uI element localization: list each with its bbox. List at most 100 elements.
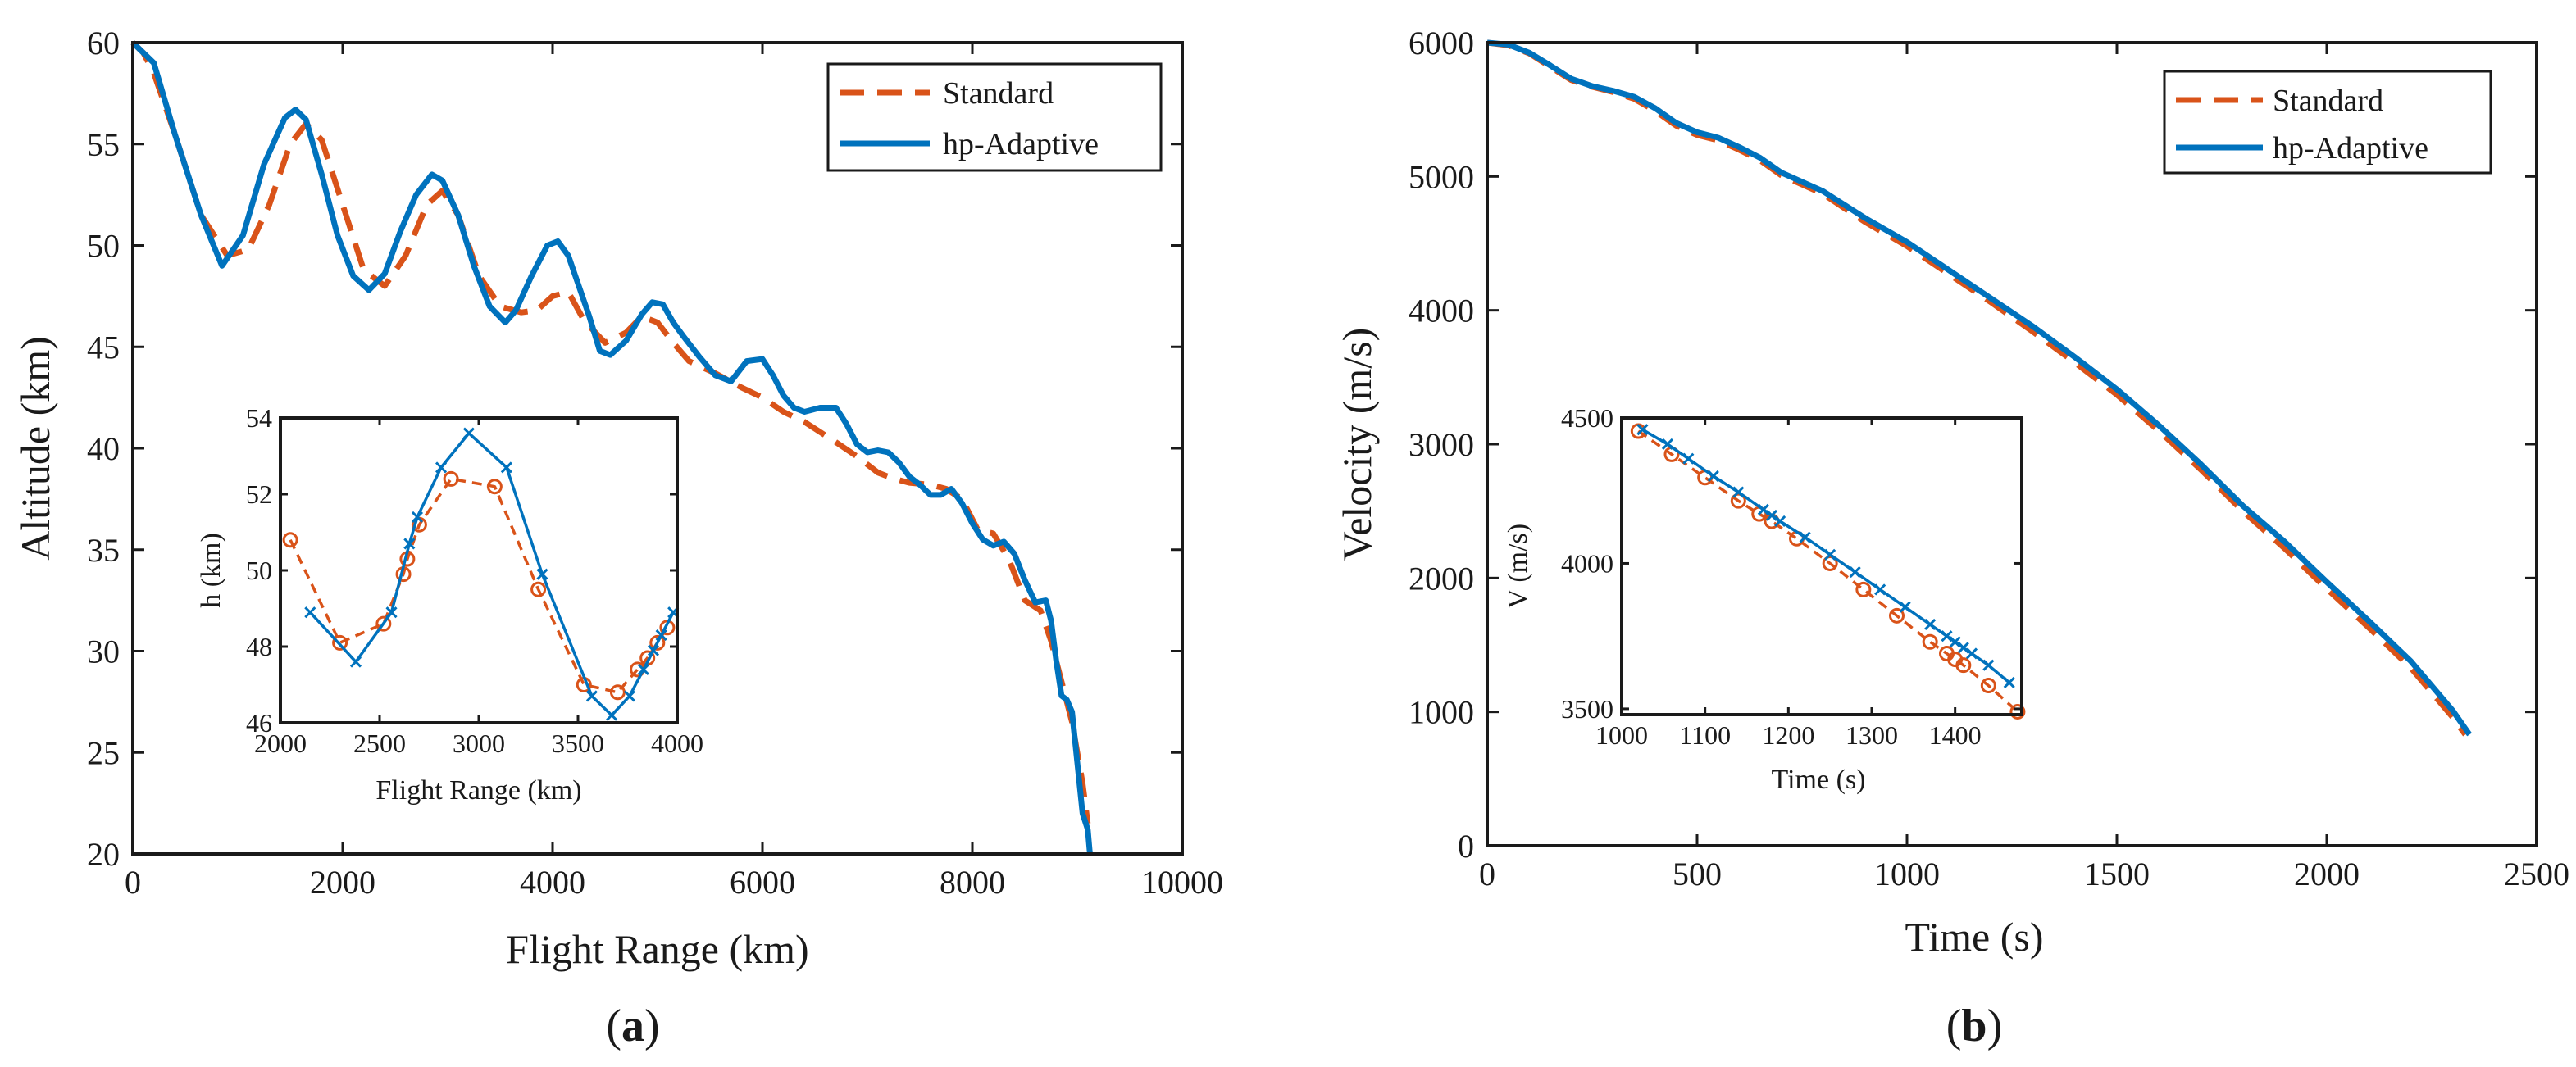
marker-stroke (1924, 618, 1937, 631)
y-tick-label: 5000 (1409, 158, 1474, 195)
x-tick-label: 1200 (1762, 720, 1814, 750)
marker-stroke (1949, 636, 1961, 648)
marker-stroke (1707, 470, 1719, 483)
legend-standard-label: Standard (2273, 84, 2383, 118)
marker-stroke (655, 629, 667, 642)
x-tick-label: 2500 (353, 729, 406, 758)
marker-stroke (637, 663, 649, 675)
y-tick-label: 4000 (1409, 293, 1474, 329)
x-tick-label: 3500 (552, 729, 604, 758)
series-standard-line (1637, 429, 2019, 713)
hp-adaptive-marker-x (1732, 486, 1745, 498)
hp-adaptive-marker-x (1636, 424, 1649, 436)
hp-adaptive-marker-x (403, 538, 416, 550)
y-tick-label: 6000 (1409, 25, 1474, 61)
y-tick-label: 45 (87, 329, 120, 366)
hp-adaptive-marker-x (1757, 503, 1769, 515)
panel-a-inset-plot (282, 427, 680, 721)
y-tick-label: 50 (246, 556, 272, 585)
hp-adaptive-marker-x (606, 709, 618, 721)
y-tick-label: 52 (246, 479, 272, 509)
panel-b-ylabel: Velocity (m/s) (1334, 328, 1380, 561)
hp-adaptive-marker-x (1707, 470, 1719, 483)
y-tick-label: 4000 (1561, 548, 1613, 578)
marker-stroke (403, 538, 416, 550)
panel-a-xlabel: Flight Range (km) (506, 926, 808, 972)
standard-marker-circle (2009, 703, 2026, 720)
hp-adaptive-marker-x (435, 461, 448, 474)
panel-a-plot (130, 40, 1093, 855)
marker-stroke (462, 427, 475, 439)
standard-marker-circle (443, 470, 459, 487)
standard-marker-circle (1822, 555, 1838, 571)
panel-a-inset-frame (279, 416, 679, 724)
legend-standard-label: Standard (943, 76, 1054, 111)
hp-adaptive-marker-x (304, 606, 316, 619)
hp-adaptive-marker-x (385, 606, 398, 619)
standard-marker-circle (649, 634, 666, 651)
standard-marker-circle (486, 479, 503, 495)
panel-a-caption-letter: a (621, 1001, 644, 1051)
y-tick-label: 35 (87, 532, 120, 569)
hp-adaptive-marker-x (1765, 509, 1778, 521)
hp-adaptive-marker-x (1849, 566, 1861, 579)
marker-stroke (385, 606, 398, 619)
x-tick-label: 6000 (730, 864, 795, 901)
legend-box (826, 62, 1163, 172)
x-tick-label: 3000 (453, 729, 505, 758)
panel-a-ticks: 0 2000 4000 6000 8000 10000 20 25 30 35 40 45 50 55 60 (87, 25, 1223, 901)
hp-adaptive-marker-x (1682, 452, 1695, 465)
panel-a-inset-ylabel: h (km) (196, 533, 226, 608)
y-tick-label: 48 (246, 632, 272, 661)
marker-stroke (1661, 438, 1673, 451)
marker-stroke (1732, 486, 1745, 498)
marker-stroke (536, 568, 548, 580)
standard-marker-circle (375, 615, 392, 632)
panel-a-caption: (a) (606, 1001, 659, 1051)
y-tick-label: 54 (246, 403, 272, 433)
panel-b-caption-letter: b (1961, 1001, 1987, 1051)
y-tick-label: 50 (87, 228, 120, 265)
x-tick-label: 2000 (254, 729, 307, 758)
panel-b-inset: 1000 1100 1200 1300 1400 3500 4000 4500 Time (s… (1503, 403, 2026, 795)
hp-adaptive-marker-x (1874, 583, 1886, 596)
y-tick-label: 3500 (1561, 694, 1613, 724)
marker-stroke (1682, 452, 1695, 465)
y-tick-label: 40 (87, 430, 120, 467)
marker-stroke (349, 656, 362, 668)
hp-adaptive-marker-x (1661, 438, 1673, 451)
hp-adaptive-marker-x (1957, 642, 1969, 654)
panel-b-inset-border (1620, 416, 2023, 716)
y-tick-label: 46 (246, 708, 272, 738)
panel-b-inset-plot (1630, 423, 2026, 720)
panel-a-inset-xlabel: Flight Range (km) (375, 775, 581, 806)
x-tick-label: 1000 (1595, 720, 1648, 750)
panel-b-xlabel: Time (s) (1905, 914, 2043, 960)
hp-adaptive-marker-x (1774, 515, 1786, 528)
x-tick-label: 10000 (1141, 864, 1223, 901)
marker-stroke (1941, 630, 1953, 642)
marker-stroke (1799, 531, 1811, 543)
hp-adaptive-marker-x (647, 644, 660, 656)
marker-stroke (647, 644, 660, 656)
standard-marker-circle (1980, 678, 1996, 694)
marker-stroke (500, 461, 512, 474)
marker-stroke (1849, 566, 1861, 579)
x-tick-label: 500 (1673, 856, 1722, 892)
hp-adaptive-marker-x (585, 690, 598, 702)
marker-stroke (435, 461, 448, 474)
panel-a-inset-ticks: 2000 2500 3000 3500 4000 46 48 50 52 54 (246, 403, 703, 758)
standard-marker-circle (1922, 633, 1938, 650)
marker-stroke (1874, 583, 1886, 596)
x-tick-label: 4000 (651, 729, 703, 758)
panel-b-inset-xlabel: Time (s) (1772, 765, 1866, 795)
series-hp-adaptive-line (1486, 39, 2472, 737)
marker-stroke (1774, 515, 1786, 528)
y-tick-label: 55 (87, 126, 120, 163)
marker-stroke (1957, 642, 1969, 654)
hp-adaptive-marker-x (411, 511, 424, 523)
y-tick-label: 4500 (1561, 403, 1613, 433)
x-tick-label: 2000 (310, 864, 375, 901)
hp-adaptive-marker-x (1949, 636, 1961, 648)
standard-marker-circle (332, 634, 348, 651)
